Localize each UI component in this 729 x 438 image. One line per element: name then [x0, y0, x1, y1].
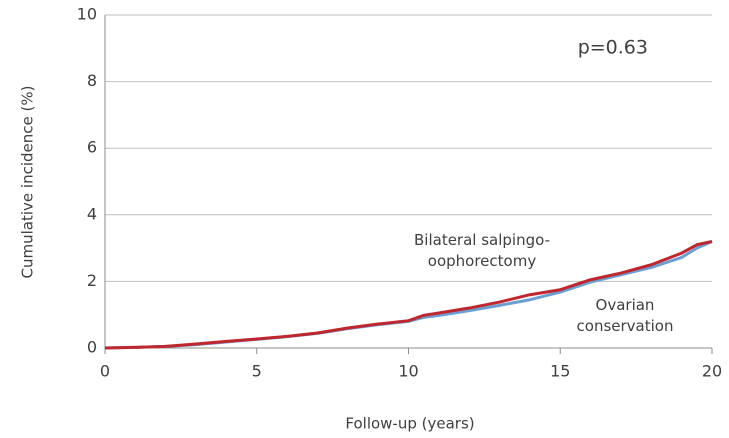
x-tick-label: 10 — [398, 362, 418, 381]
y-tick-label: 0 — [87, 338, 97, 357]
y-tick-label: 2 — [87, 271, 97, 290]
y-tick-label: 6 — [87, 138, 97, 157]
x-tick-label: 20 — [702, 362, 722, 381]
p-value: p=0.63 — [578, 37, 648, 59]
y-axis-label: Cumulative incidence (%) — [19, 86, 37, 279]
x-tick-label: 15 — [550, 362, 570, 381]
x-axis-label: Follow-up (years) — [345, 415, 474, 433]
series-label: Ovarian conservation — [576, 296, 674, 335]
y-tick-label: 8 — [87, 71, 97, 90]
series-label: Bilateral salpingo-oophorectomy — [414, 231, 550, 270]
y-tick-label: 10 — [77, 5, 97, 24]
y-tick-label: 4 — [87, 204, 97, 223]
x-tick-label: 0 — [100, 362, 110, 381]
series-line — [104, 239, 713, 350]
x-tick-label: 5 — [252, 362, 262, 381]
